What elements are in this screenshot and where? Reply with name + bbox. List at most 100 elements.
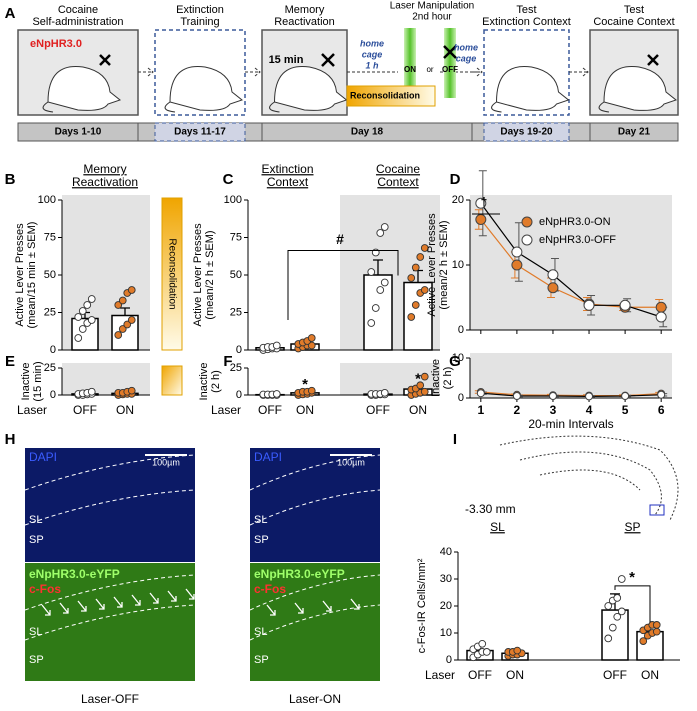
arrow — [322, 600, 332, 612]
data-point — [127, 316, 136, 324]
data-point — [619, 299, 631, 311]
dapi-image — [25, 448, 195, 562]
arrow — [138, 67, 154, 77]
error-bar — [120, 307, 130, 316]
y-tick-label: 10 — [452, 259, 464, 271]
home-cage-label: home — [360, 38, 384, 48]
laser-off — [444, 28, 456, 98]
data-point — [476, 389, 485, 398]
data-point — [74, 313, 83, 321]
bar — [71, 317, 99, 351]
data-point — [118, 296, 127, 305]
bar — [363, 274, 393, 351]
scale-label: 100µm — [337, 457, 365, 467]
mouse-icon — [273, 65, 348, 111]
data-point — [307, 386, 316, 395]
data-point — [547, 282, 559, 294]
x-tick-label: 6 — [658, 403, 665, 417]
day-label: Day 21 — [618, 127, 651, 138]
x-tick-label: 2 — [514, 403, 521, 417]
x-axis-label: Laser — [425, 668, 455, 682]
home-cage-label: cage — [456, 53, 477, 63]
group-label: Cocaine — [376, 162, 420, 176]
y-axis-label: (mean/2 h ± SEM) — [204, 230, 216, 319]
y-axis-label: c-Fos-IR Cells/mm² — [416, 558, 428, 653]
eyfp-image — [250, 563, 380, 681]
stain-label: eNpHR3.0-eYFP — [254, 567, 345, 581]
stain-label: c-Fos — [29, 582, 61, 596]
group-label: Memory — [83, 162, 126, 176]
arrow — [41, 604, 51, 616]
data-point — [380, 278, 389, 287]
day-box — [483, 122, 570, 142]
day-box — [589, 122, 679, 142]
laser-title: Laser Manipulation — [390, 1, 475, 12]
panel-letter: H — [5, 431, 16, 448]
data-point — [478, 639, 487, 648]
data-point — [78, 325, 87, 333]
y-tick-label: 10 — [452, 352, 464, 364]
x-tick-label: 4 — [586, 403, 593, 417]
panel-letter: C — [223, 171, 234, 188]
x-tick-label: OFF — [603, 668, 627, 682]
data-point — [420, 286, 429, 294]
data-point — [613, 594, 622, 602]
data-point — [127, 386, 136, 395]
y-tick-label: 30 — [440, 573, 452, 585]
y-tick-label: 75 — [230, 231, 242, 243]
y-tick-label: 20 — [452, 194, 464, 206]
shaded-region — [62, 363, 150, 395]
y-tick-label: 75 — [44, 231, 56, 243]
mouse-tail — [42, 101, 54, 113]
x-mark — [99, 53, 659, 67]
data-point — [513, 646, 522, 655]
layer-label: SL — [29, 514, 42, 526]
x-tick-label: 5 — [622, 403, 629, 417]
data-point — [608, 623, 617, 632]
y-tick-label: 0 — [458, 324, 464, 336]
significance-mark: * — [415, 370, 421, 387]
arrow — [113, 596, 123, 608]
laser-off-label: OFF — [442, 65, 458, 74]
panel-letter: D — [450, 171, 461, 188]
x-axis-label: 20-min Intervals — [528, 417, 613, 431]
data-point — [376, 229, 385, 237]
data-point — [87, 295, 96, 303]
data-point — [617, 575, 626, 583]
data-point — [548, 392, 557, 400]
y-tick-label: 50 — [230, 269, 242, 281]
bracket — [614, 585, 651, 623]
layer-label: SP — [29, 654, 44, 666]
series-line — [480, 392, 662, 398]
layer-boundary — [249, 604, 381, 641]
data-point — [604, 602, 613, 610]
legend-label: eNpHR3.0-OFF — [539, 234, 616, 246]
roi-box — [649, 504, 665, 516]
data-point — [547, 269, 559, 281]
data-point — [307, 341, 316, 350]
group-label: SP — [624, 520, 640, 534]
y-axis-label: (2 h) — [210, 370, 222, 393]
y-tick-label: 100 — [224, 194, 242, 206]
mouse-icon — [603, 65, 678, 111]
reconsolidation-label: Reconsolidation — [350, 90, 420, 100]
x-tick-label: ON — [296, 403, 314, 417]
legend-marker — [521, 216, 533, 228]
x-axis-label: Laser — [211, 403, 241, 417]
significance-mark: # — [336, 231, 344, 247]
stain-label: c-Fos — [254, 582, 286, 596]
y-tick-label: 0 — [446, 654, 452, 666]
image-label: Laser-OFF — [81, 692, 139, 706]
data-point — [475, 214, 487, 225]
y-tick-label: 25 — [230, 306, 242, 318]
image-label: Laser-ON — [289, 692, 341, 706]
y-axis-label: (15 min) — [32, 361, 44, 401]
data-point — [617, 607, 626, 616]
bracket — [287, 250, 399, 320]
data-point — [272, 390, 281, 398]
layer-boundary — [24, 489, 196, 526]
data-point — [118, 325, 127, 333]
home-cage-label: 1 h — [365, 60, 379, 70]
data-point — [420, 387, 429, 396]
